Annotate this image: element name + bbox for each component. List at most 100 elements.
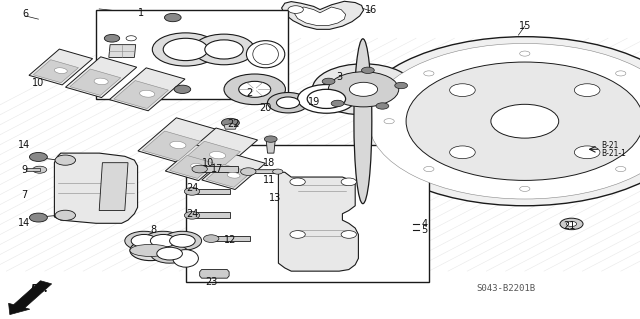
Circle shape	[221, 118, 239, 127]
Circle shape	[276, 97, 300, 108]
Polygon shape	[114, 81, 168, 108]
Text: 19: 19	[307, 97, 320, 107]
Polygon shape	[99, 163, 128, 211]
Ellipse shape	[54, 68, 67, 73]
Polygon shape	[165, 145, 229, 181]
Circle shape	[566, 221, 577, 226]
Circle shape	[163, 231, 202, 250]
Circle shape	[131, 234, 157, 247]
Polygon shape	[250, 170, 278, 174]
Text: 21: 21	[563, 221, 576, 232]
Circle shape	[184, 211, 200, 219]
Circle shape	[341, 231, 356, 238]
Circle shape	[125, 231, 163, 250]
Polygon shape	[266, 140, 275, 153]
Circle shape	[450, 84, 476, 97]
Circle shape	[424, 167, 434, 172]
Circle shape	[164, 13, 181, 22]
Text: 11: 11	[262, 175, 275, 185]
Circle shape	[331, 100, 344, 107]
Polygon shape	[109, 68, 185, 111]
Circle shape	[424, 71, 434, 76]
Polygon shape	[170, 155, 215, 178]
Circle shape	[384, 119, 394, 124]
Circle shape	[616, 167, 626, 172]
Circle shape	[288, 6, 303, 13]
Ellipse shape	[191, 163, 204, 169]
Circle shape	[204, 235, 219, 242]
Polygon shape	[109, 45, 136, 57]
Circle shape	[290, 178, 305, 186]
Circle shape	[170, 234, 195, 247]
Circle shape	[174, 85, 191, 93]
Circle shape	[29, 213, 47, 222]
Polygon shape	[178, 128, 257, 173]
Circle shape	[290, 231, 305, 238]
Text: S043-B2201B: S043-B2201B	[476, 284, 535, 293]
Text: 6: 6	[22, 9, 29, 19]
Circle shape	[491, 104, 559, 138]
Circle shape	[150, 244, 189, 263]
Ellipse shape	[227, 172, 240, 178]
Circle shape	[193, 34, 255, 65]
Text: 4: 4	[421, 219, 428, 229]
Circle shape	[104, 34, 120, 42]
Circle shape	[560, 218, 583, 230]
Circle shape	[322, 78, 335, 85]
Circle shape	[369, 43, 640, 199]
Ellipse shape	[209, 152, 226, 159]
Circle shape	[298, 85, 355, 113]
Polygon shape	[192, 189, 230, 194]
Text: 12: 12	[224, 235, 237, 245]
Circle shape	[355, 37, 640, 206]
Polygon shape	[294, 7, 346, 26]
Circle shape	[152, 33, 219, 66]
Circle shape	[163, 38, 208, 61]
Polygon shape	[224, 123, 237, 129]
Polygon shape	[54, 153, 138, 223]
Ellipse shape	[246, 41, 285, 68]
Circle shape	[273, 169, 283, 174]
Circle shape	[130, 240, 171, 261]
Circle shape	[150, 234, 176, 247]
FancyArrow shape	[8, 281, 52, 315]
Polygon shape	[33, 60, 79, 83]
Text: 14: 14	[18, 218, 31, 228]
Circle shape	[224, 74, 285, 105]
Ellipse shape	[140, 90, 155, 97]
Text: 10: 10	[202, 158, 214, 168]
Circle shape	[29, 152, 47, 161]
Bar	[186, 145, 429, 282]
Text: 22: 22	[227, 119, 240, 130]
Polygon shape	[211, 236, 250, 241]
Ellipse shape	[94, 78, 108, 85]
Text: 24: 24	[186, 209, 198, 219]
Circle shape	[55, 210, 76, 220]
Text: 7: 7	[21, 190, 28, 200]
Polygon shape	[192, 212, 230, 218]
Circle shape	[349, 82, 378, 96]
Circle shape	[33, 166, 47, 173]
Circle shape	[192, 165, 207, 173]
Circle shape	[376, 103, 389, 109]
Circle shape	[312, 64, 415, 115]
Ellipse shape	[354, 39, 372, 204]
Circle shape	[55, 155, 76, 165]
Text: 13: 13	[269, 193, 282, 203]
Circle shape	[307, 89, 346, 108]
Circle shape	[264, 136, 277, 142]
Text: 23: 23	[205, 277, 218, 287]
Circle shape	[574, 84, 600, 97]
Circle shape	[574, 146, 600, 159]
Ellipse shape	[253, 44, 278, 65]
Text: B-21: B-21	[602, 141, 619, 150]
Text: 15: 15	[518, 20, 531, 31]
Polygon shape	[200, 166, 238, 172]
Polygon shape	[70, 69, 121, 95]
Circle shape	[616, 71, 626, 76]
Circle shape	[126, 36, 136, 41]
Text: 16: 16	[365, 5, 378, 15]
Circle shape	[520, 186, 530, 191]
Circle shape	[520, 51, 530, 56]
Circle shape	[450, 146, 476, 159]
